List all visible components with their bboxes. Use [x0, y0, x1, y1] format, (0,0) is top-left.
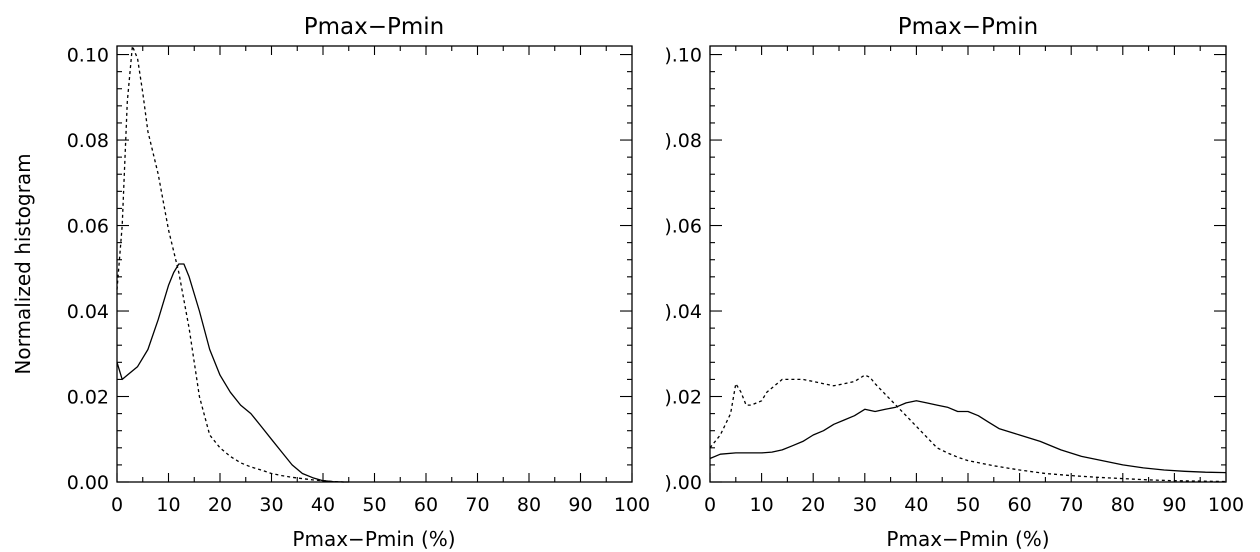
left-x-tick-label: 90 — [568, 494, 592, 516]
right-y-tick-label: ).10 — [664, 45, 702, 67]
left-panel-ylabel: Normalized histogram — [11, 153, 35, 374]
left-x-tick-label: 30 — [259, 494, 283, 516]
left-plot-frame — [116, 45, 633, 483]
right-y-tick-label: ).04 — [664, 301, 702, 323]
right-series-dotted-line — [709, 374, 1227, 483]
left-x-tick-label: 40 — [311, 494, 335, 516]
right-x-tick-label: 100 — [1208, 494, 1244, 516]
right-y-tick-label: ).00 — [664, 472, 702, 494]
right-plot-frame — [709, 45, 1227, 483]
left-y-tick-label: 0.08 — [67, 130, 109, 152]
right-panel-title: Pmax−Pmin — [898, 14, 1039, 40]
left-series-solid-line — [116, 263, 349, 483]
right-x-tick-label: 70 — [1059, 494, 1083, 516]
right-x-tick-label: 20 — [801, 494, 825, 516]
right-x-tick-label: 30 — [853, 494, 877, 516]
left-panel: Pmax−Pmin Pmax−Pmin (%) Normalized histo… — [11, 14, 650, 551]
right-panel-xlabel: Pmax−Pmin (%) — [886, 527, 1049, 551]
right-y-tick-label: ).06 — [664, 216, 702, 238]
right-x-tick-label: 90 — [1162, 494, 1186, 516]
left-x-tick-label: 80 — [517, 494, 541, 516]
left-x-tick-label: 10 — [156, 494, 180, 516]
right-x-tick-label: 40 — [904, 494, 928, 516]
left-x-tick-label: 60 — [414, 494, 438, 516]
right-series-solid-line — [709, 400, 1227, 474]
left-y-tick-label: 0.02 — [67, 387, 109, 409]
left-x-tick-label: 70 — [465, 494, 489, 516]
left-y-tick-label: 0.00 — [67, 472, 109, 494]
left-panel-xlabel: Pmax−Pmin (%) — [292, 527, 455, 551]
left-panel-title: Pmax−Pmin — [304, 14, 445, 40]
right-x-tick-label: 10 — [750, 494, 774, 516]
left-x-tick-label: 100 — [614, 494, 650, 516]
right-x-tick-label: 50 — [956, 494, 980, 516]
left-x-tick-label: 0 — [111, 494, 123, 516]
left-y-tick-label: 0.10 — [67, 45, 109, 67]
right-x-tick-label: 0 — [704, 494, 716, 516]
left-y-tick-label: 0.04 — [67, 301, 109, 323]
left-series-dotted-line — [116, 45, 344, 483]
right-panel: Pmax−Pmin Pmax−Pmin (%) 0 10 20 30 40 50 60 70 8… — [664, 14, 1244, 551]
left-y-tick-label: 0.06 — [67, 216, 109, 238]
right-y-tick-label: ).02 — [664, 387, 702, 409]
right-x-tick-label: 80 — [1111, 494, 1135, 516]
left-x-tick-label: 20 — [208, 494, 232, 516]
left-x-tick-label: 50 — [362, 494, 386, 516]
right-y-tick-label: ).08 — [664, 130, 702, 152]
right-x-tick-label: 60 — [1008, 494, 1032, 516]
